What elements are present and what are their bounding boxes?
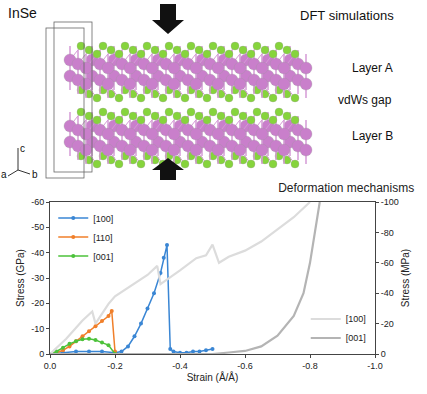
svg-text:-30: -30 <box>31 273 44 283</box>
svg-text:0.0: 0.0 <box>44 361 57 371</box>
svg-text:vdWs gap: vdWs gap <box>338 93 392 107</box>
svg-text:DFT simulations: DFT simulations <box>300 8 394 23</box>
svg-text:[001]: [001] <box>346 333 366 343</box>
svg-text:-0.4: -0.4 <box>172 361 188 371</box>
svg-text:Deformation mechanisms: Deformation mechanisms <box>278 181 414 195</box>
svg-text:-80: -80 <box>381 228 394 238</box>
svg-text:[110]: [110] <box>93 233 112 243</box>
svg-text:Stress (MPa): Stress (MPa) <box>400 249 411 307</box>
svg-text:-0.2: -0.2 <box>107 361 123 371</box>
svg-text:-0.8: -0.8 <box>302 361 318 371</box>
svg-text:-50: -50 <box>31 222 44 232</box>
svg-text:Layer B: Layer B <box>352 129 393 143</box>
svg-text:a: a <box>1 169 7 180</box>
svg-text:0: 0 <box>39 349 44 359</box>
svg-text:-1.0: -1.0 <box>367 361 383 371</box>
svg-text:[100]: [100] <box>93 214 113 224</box>
svg-text:Strain (Å/Å): Strain (Å/Å) <box>187 371 239 383</box>
svg-text:[001]: [001] <box>93 252 113 262</box>
svg-text:-60: -60 <box>381 258 394 268</box>
svg-text:-100: -100 <box>381 197 399 207</box>
svg-text:0: 0 <box>381 349 386 359</box>
svg-text:-20: -20 <box>381 319 394 329</box>
svg-text:b: b <box>32 169 38 180</box>
svg-text:-40: -40 <box>31 248 44 258</box>
svg-text:Stress (GPa): Stress (GPa) <box>15 249 26 307</box>
svg-text:[100]: [100] <box>346 314 366 324</box>
svg-text:c: c <box>20 143 25 154</box>
svg-text:Layer A: Layer A <box>352 61 393 75</box>
svg-text:-20: -20 <box>31 298 44 308</box>
svg-text:InSe: InSe <box>8 5 37 21</box>
svg-text:-10: -10 <box>31 324 44 334</box>
svg-text:-60: -60 <box>31 197 44 207</box>
svg-text:-0.6: -0.6 <box>237 361 253 371</box>
svg-text:-40: -40 <box>381 288 394 298</box>
